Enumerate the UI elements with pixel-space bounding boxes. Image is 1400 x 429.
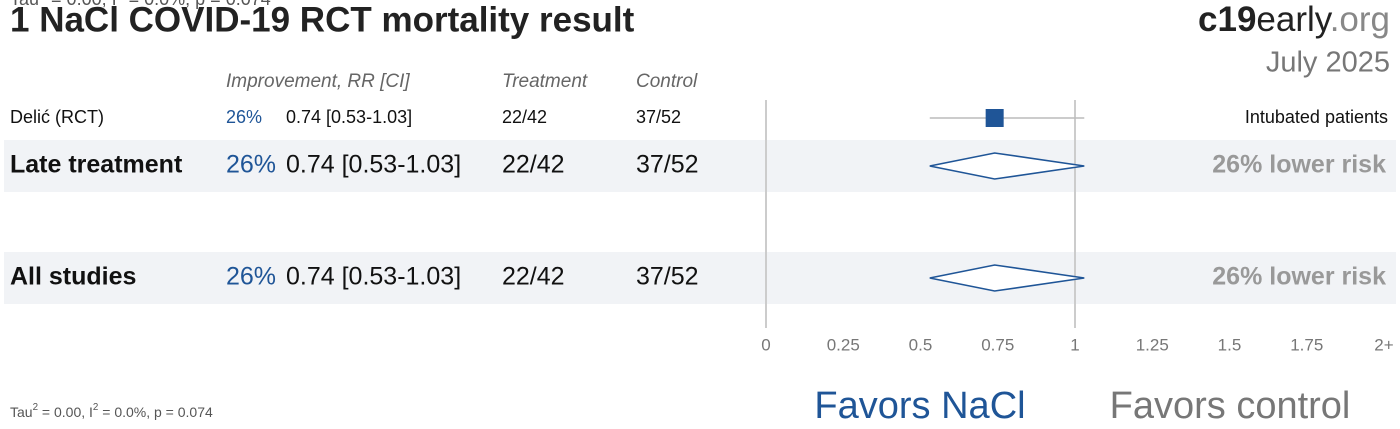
treatment: 22/42 bbox=[502, 151, 565, 179]
treatment: 22/42 bbox=[502, 107, 547, 127]
favors-treatment: Favors NaCl bbox=[814, 385, 1025, 427]
x-tick-label: 1.75 bbox=[1290, 335, 1323, 354]
brand: c19early.org bbox=[1198, 0, 1390, 39]
row-label: All studies bbox=[10, 263, 136, 291]
row-label: Delić (RCT) bbox=[10, 107, 104, 127]
column-header: Improvement, RR [CI] bbox=[226, 71, 410, 92]
rr-ci: 0.74 [0.53-1.03] bbox=[286, 151, 461, 179]
treatment: 22/42 bbox=[502, 263, 565, 291]
result: 26% lower risk bbox=[1212, 151, 1386, 179]
brand-part: .org bbox=[1330, 0, 1390, 39]
x-tick-label: 1.25 bbox=[1136, 335, 1169, 354]
favors-control: Favors control bbox=[1110, 385, 1351, 427]
x-tick-label: 0.5 bbox=[909, 335, 933, 354]
brand-part: c19 bbox=[1198, 0, 1256, 39]
control: 37/52 bbox=[636, 151, 699, 179]
column-header: Control bbox=[636, 71, 698, 92]
control: 37/52 bbox=[636, 263, 699, 291]
row-band bbox=[4, 252, 1396, 304]
row-label: Late treatment bbox=[10, 151, 183, 179]
heterogeneity-part: = 0.0%, p = 0.074 bbox=[124, 0, 271, 9]
heterogeneity-part: Tau bbox=[10, 404, 33, 420]
improvement: 26% bbox=[226, 151, 276, 179]
row-band bbox=[4, 140, 1396, 192]
effect-marker bbox=[985, 109, 1004, 127]
column-header: Treatment bbox=[502, 71, 588, 92]
rr-ci: 0.74 [0.53-1.03] bbox=[286, 107, 412, 127]
control: 37/52 bbox=[636, 107, 681, 127]
note: Intubated patients bbox=[1245, 107, 1388, 127]
heterogeneity: Tau2 = 0.00, I2 = 0.0%, p = 0.074 bbox=[10, 402, 213, 420]
x-tick-label: 2+ bbox=[1374, 335, 1393, 354]
x-tick-label: 1 bbox=[1070, 335, 1079, 354]
chart-title: 1 NaCl COVID-19 RCT mortality result bbox=[10, 0, 635, 39]
date: July 2025 bbox=[1266, 47, 1390, 79]
improvement: 26% bbox=[226, 107, 262, 127]
x-tick-label: 0.75 bbox=[981, 335, 1014, 354]
heterogeneity-part: 2 bbox=[33, 402, 38, 413]
summary-diamond bbox=[929, 264, 1085, 292]
brand-part: early bbox=[1256, 0, 1332, 39]
x-tick-label: 0.25 bbox=[827, 335, 860, 354]
summary-diamond bbox=[929, 152, 1085, 180]
heterogeneity-part: = 0.00, I bbox=[46, 0, 117, 9]
x-tick-label: 0 bbox=[761, 335, 770, 354]
improvement: 26% bbox=[226, 263, 276, 291]
heterogeneity-part: 2 bbox=[93, 402, 98, 413]
x-tick-label: 1.5 bbox=[1218, 335, 1242, 354]
heterogeneity-part: = 0.00, I bbox=[38, 404, 93, 420]
result: 26% lower risk bbox=[1212, 263, 1386, 291]
heterogeneity-part: Tau bbox=[10, 0, 39, 9]
heterogeneity: Tau2 = 0.00, I2 = 0.0%, p = 0.074 bbox=[10, 0, 271, 9]
rr-ci: 0.74 [0.53-1.03] bbox=[286, 263, 461, 291]
heterogeneity-part: = 0.0%, p = 0.074 bbox=[98, 404, 213, 420]
